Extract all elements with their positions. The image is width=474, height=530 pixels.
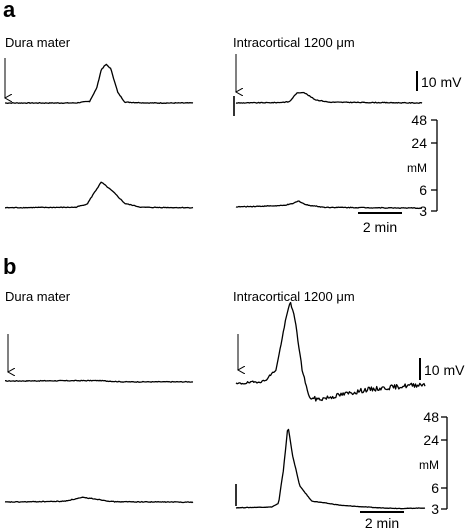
conc-unit-label: mM bbox=[407, 161, 427, 175]
conc-tick-label: 24 bbox=[411, 135, 427, 151]
conc-unit-label: mM bbox=[419, 458, 439, 472]
trace-b-right-bottom bbox=[235, 428, 426, 510]
concentration-axis: 48 24 mM 6 3 bbox=[419, 409, 448, 517]
trace-a-left-bottom bbox=[4, 181, 194, 209]
voltage-scale-label: 10 mV bbox=[424, 362, 465, 378]
conc-tick-label: 6 bbox=[431, 480, 439, 496]
time-scale-label: 2 min bbox=[363, 219, 397, 235]
voltage-scale-label: 10 mV bbox=[421, 74, 462, 90]
concentration-axis: 48 24 mM 6 3 bbox=[407, 112, 438, 219]
time-scale-label: 2 min bbox=[365, 515, 399, 530]
site-label: Dura mater bbox=[5, 289, 71, 304]
conc-tick-label: 3 bbox=[431, 501, 439, 517]
site-label: Intracortical 1200 μm bbox=[233, 289, 355, 304]
trace-a-right-bottom bbox=[235, 200, 422, 210]
panel-letter: a bbox=[3, 0, 16, 22]
trace-b-left-top bbox=[5, 379, 194, 383]
conc-tick-label: 48 bbox=[423, 409, 439, 425]
trace-a-right-top bbox=[235, 91, 423, 104]
site-label: Intracortical 1200 μm bbox=[233, 35, 355, 50]
panel-letter: b bbox=[3, 254, 16, 279]
trace-b-right-top bbox=[235, 301, 426, 402]
conc-tick-label: 24 bbox=[423, 432, 439, 448]
conc-tick-label: 6 bbox=[419, 182, 427, 198]
conc-tick-label: 3 bbox=[419, 203, 427, 219]
conc-tick-label: 48 bbox=[411, 112, 427, 128]
trace-a-left-top bbox=[5, 63, 194, 105]
trace-b-left-bottom bbox=[4, 496, 194, 504]
site-label: Dura mater bbox=[5, 35, 71, 50]
